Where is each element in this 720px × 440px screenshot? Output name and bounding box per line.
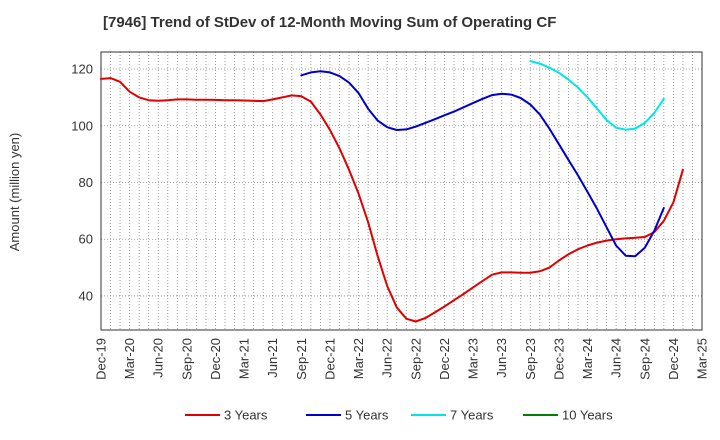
plot-area — [100, 51, 703, 331]
x-tick-label: Jun-20 — [151, 338, 166, 378]
y-tick-label: 40 — [79, 288, 93, 303]
y-axis: 40 60 80 100 120 — [71, 62, 93, 304]
chart-title: [7946] Trend of StDev of 12-Month Moving… — [103, 14, 556, 31]
x-tick-label: Jun-22 — [380, 338, 395, 378]
y-axis-label: Amount (million yen) — [7, 133, 22, 252]
x-tick-label: Dec-22 — [437, 338, 452, 380]
x-tick-label: Sep-21 — [294, 338, 309, 380]
series-line-5-years — [300, 70, 665, 258]
x-tick-label: Dec-20 — [208, 338, 223, 380]
x-tick-label: Mar-21 — [237, 338, 252, 379]
legend-label: 3 Years — [224, 408, 268, 423]
x-axis: Dec-19 Mar-20 Jun-20 Sep-20 Dec-20 Mar-21 Jun-… — [94, 338, 710, 380]
x-tick-label: Jun-24 — [609, 338, 624, 378]
x-tick-label: Sep-24 — [637, 338, 652, 380]
series-line-3-years — [100, 77, 684, 323]
x-tick-label: Dec-24 — [666, 338, 681, 380]
x-tick-label: Sep-20 — [179, 338, 194, 380]
grid — [100, 52, 703, 330]
x-tick-label: Dec-19 — [94, 338, 109, 380]
legend-label: 10 Years — [562, 408, 613, 423]
y-tick-label: 100 — [71, 118, 93, 133]
y-tick-label: 80 — [79, 175, 93, 190]
x-tick-label: Mar-20 — [122, 338, 137, 379]
x-tick-label: Mar-23 — [466, 338, 481, 379]
series-lines — [100, 60, 684, 323]
x-tick-label: Dec-23 — [551, 338, 566, 380]
x-tick-label: Mar-24 — [580, 338, 595, 379]
legend-label: 7 Years — [450, 408, 494, 423]
x-tick-label: Jun-21 — [265, 338, 280, 378]
legend: 3 Years 5 Years 7 Years 10 Years — [185, 408, 613, 423]
y-tick-label: 120 — [71, 62, 93, 77]
x-tick-label: Dec-21 — [322, 338, 337, 380]
x-tick-label: Sep-23 — [523, 338, 538, 380]
x-tick-label: Sep-22 — [408, 338, 423, 380]
x-tick-label: Mar-25 — [695, 338, 710, 379]
series-line-7-years — [529, 60, 665, 131]
x-tick-label: Jun-23 — [494, 338, 509, 378]
x-tick-label: Mar-22 — [351, 338, 366, 379]
plot-frame — [100, 51, 703, 331]
legend-label: 5 Years — [345, 408, 389, 423]
y-tick-label: 60 — [79, 232, 93, 247]
